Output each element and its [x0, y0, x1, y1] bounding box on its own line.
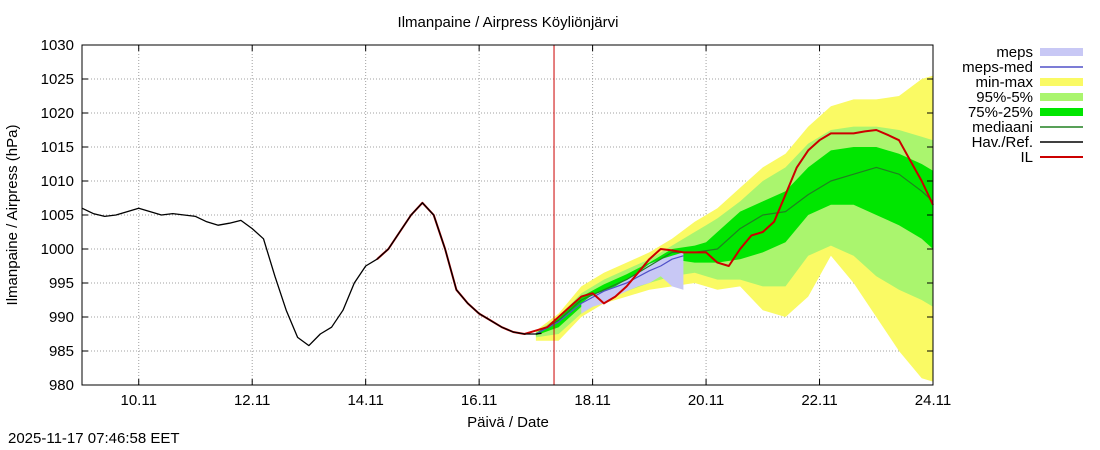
y-tick-label: 980	[49, 377, 74, 394]
x-tick-label: 10.11	[121, 392, 157, 409]
legend-label-meps: meps	[996, 44, 1033, 61]
legend-label-median: mediaani	[972, 119, 1033, 136]
x-tick-label: 14.11	[347, 392, 383, 409]
x-tick-label: 18.11	[574, 392, 610, 409]
legend-label-obs: Hav./Ref.	[972, 134, 1033, 151]
lines	[81, 45, 934, 385]
median-line	[535, 166, 934, 335]
x-tick-label: 20.11	[688, 392, 724, 409]
x-tick-label: 22.11	[801, 392, 837, 409]
legend-swatch-minmax	[1040, 78, 1083, 86]
y-tick-label: 1010	[41, 173, 74, 190]
p75-25-band	[535, 147, 933, 336]
y-tick-label: 1005	[41, 207, 74, 224]
y-tick-label: 1025	[41, 71, 74, 88]
legend-label-p75-25: 75%-25%	[968, 104, 1033, 121]
y-tick-label: 1000	[41, 241, 74, 258]
legend-label-p95-5: 95%-5%	[976, 89, 1033, 106]
timestamp: 2025-11-17 07:46:58 EET	[8, 430, 180, 447]
x-tick-label: 16.11	[461, 392, 497, 409]
y-tick-label: 1030	[41, 37, 74, 54]
x-axis-label: Päivä / Date	[467, 414, 549, 431]
chart-title: Ilmanpaine / Airpress Köyliönjärvi	[398, 14, 619, 31]
legend: mepsmeps-medmin-max95%-5%75%-25%mediaani…	[962, 44, 1083, 166]
legend-swatch-meps	[1040, 48, 1083, 56]
legend-label-minmax: min-max	[975, 74, 1033, 91]
y-axis-label: Ilmanpaine / Airpress (hPa)	[4, 125, 21, 306]
legend-label-meps-med: meps-med	[962, 59, 1033, 76]
x-tick-label: 24.11	[915, 392, 951, 409]
y-tick-label: 1015	[41, 139, 74, 156]
bands	[535, 75, 933, 382]
y-tick-label: 995	[49, 275, 74, 292]
y-tick-label: 985	[49, 343, 74, 360]
legend-swatch-p95-5	[1040, 93, 1083, 101]
x-tick-label: 12.11	[234, 392, 270, 409]
meps-med-line	[535, 255, 684, 335]
legend-swatch-p75-25	[1040, 108, 1083, 116]
obs-line	[81, 202, 542, 347]
y-tick-label: 990	[49, 309, 74, 326]
axes: 980 985 990 995 1000 1005 1010 1015 1020 1025 1030…	[41, 37, 952, 409]
y-tick-label: 1020	[41, 105, 74, 122]
grid	[82, 45, 933, 385]
legend-label-il: IL	[1020, 149, 1033, 166]
